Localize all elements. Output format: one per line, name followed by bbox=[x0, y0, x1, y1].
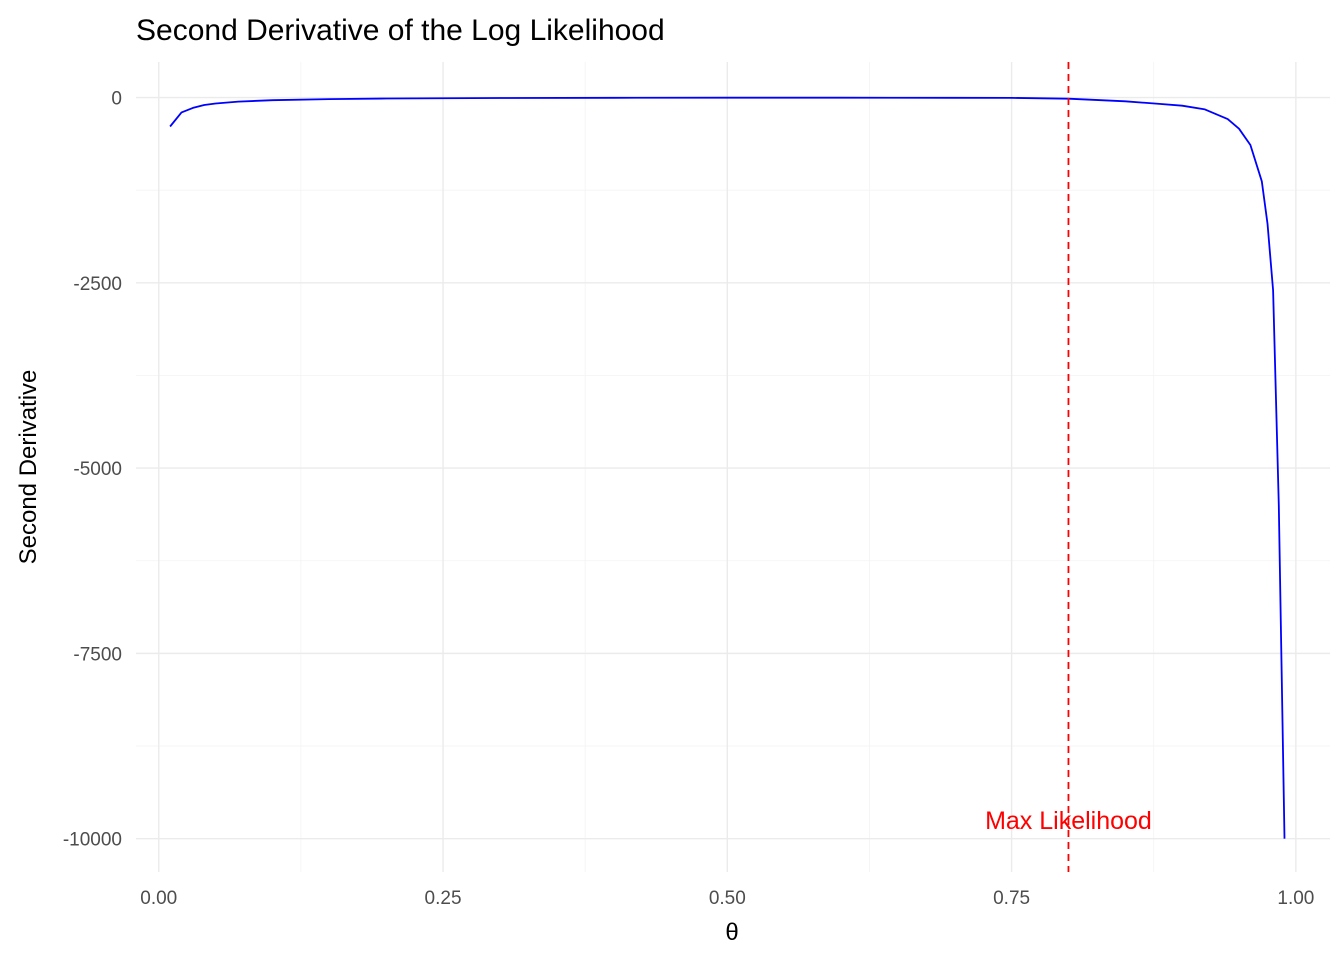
y-tick-label: -10000 bbox=[63, 830, 122, 851]
y-axis-ticks: 0 -2500 -5000 -7500 -10000 bbox=[63, 89, 122, 851]
x-tick-label: 0.50 bbox=[709, 888, 746, 909]
y-tick-label: 0 bbox=[111, 89, 122, 110]
x-axis-label: θ bbox=[725, 919, 738, 946]
x-tick-label: 0.00 bbox=[140, 888, 177, 909]
y-tick-label: -2500 bbox=[73, 274, 122, 295]
chart-title: Second Derivative of the Log Likelihood bbox=[136, 14, 665, 47]
x-tick-label: 0.25 bbox=[425, 888, 462, 909]
y-axis-label: Second Derivative bbox=[15, 370, 42, 565]
y-tick-label: -5000 bbox=[73, 459, 122, 480]
series-line bbox=[169, 96, 1286, 839]
series-group bbox=[169, 96, 1286, 839]
x-tick-label: 1.00 bbox=[1277, 888, 1314, 909]
grid bbox=[136, 62, 1330, 872]
max-likelihood-label: Max Likelihood bbox=[985, 807, 1152, 835]
x-axis-ticks: 0.00 0.25 0.50 0.75 1.00 bbox=[140, 888, 1314, 909]
x-tick-label: 0.75 bbox=[993, 888, 1030, 909]
annotations: Max Likelihood bbox=[985, 62, 1152, 872]
y-tick-label: -7500 bbox=[73, 644, 122, 665]
